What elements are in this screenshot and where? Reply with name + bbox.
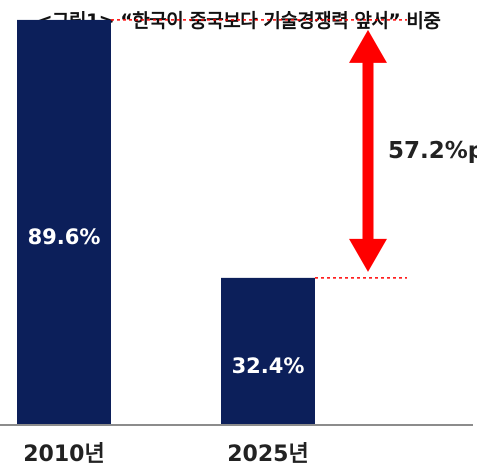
chart-title: <그림1> “한국이 중국보다 기술경쟁력 앞서” 비중 [36, 10, 441, 32]
x-tick-label-1: 2010년 [23, 442, 104, 467]
bar-value-label-2: 32.4% [232, 354, 305, 378]
bar-value-label-1: 89.6% [28, 225, 101, 249]
bar-1 [17, 19, 111, 425]
difference-arrow [349, 29, 387, 272]
difference-label: 57.2%p [388, 138, 477, 164]
bar-2 [221, 277, 315, 424]
x-tick-label-2: 2025년 [227, 442, 308, 467]
